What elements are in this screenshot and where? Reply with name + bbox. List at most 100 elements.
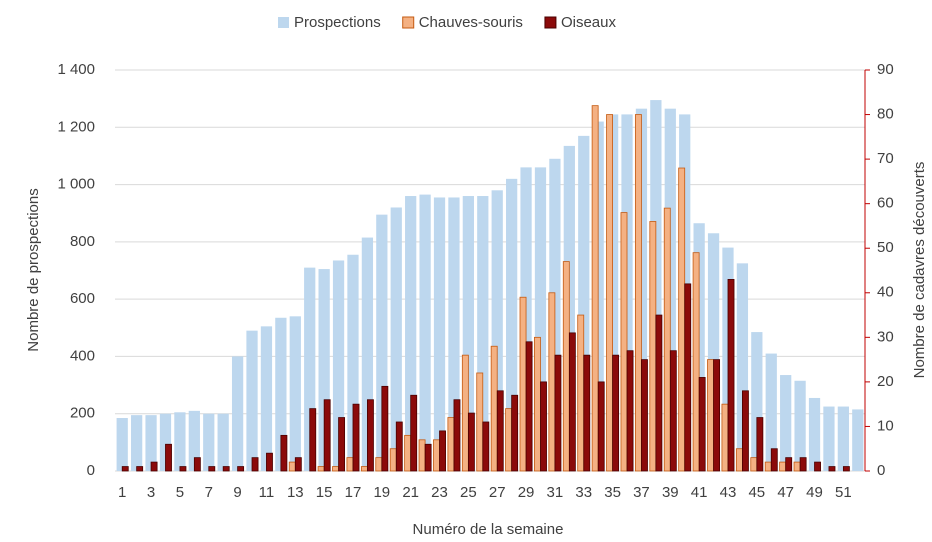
bar <box>174 412 186 471</box>
bar <box>159 413 172 471</box>
bar <box>116 418 128 471</box>
x-tick-label: 9 <box>233 484 241 501</box>
bar <box>655 314 663 472</box>
bar <box>462 196 474 471</box>
y-tick-label: 1 200 <box>57 118 95 135</box>
bar <box>136 466 144 472</box>
bar <box>439 430 446 472</box>
x-tick-label: 31 <box>547 484 564 501</box>
bar <box>375 457 383 472</box>
bar <box>779 461 787 472</box>
bar <box>395 421 403 472</box>
x-tick-label: 17 <box>345 484 362 501</box>
y2-tick-label: 70 <box>877 150 894 167</box>
y2-tick-label: 60 <box>877 195 894 212</box>
bar <box>165 443 172 472</box>
x-tick-label: 51 <box>835 484 852 501</box>
x-tick-label: 37 <box>633 484 650 501</box>
bar <box>577 314 585 472</box>
bar <box>562 261 570 472</box>
legend-swatch <box>278 17 289 28</box>
bar <box>721 403 729 472</box>
bar <box>735 448 743 472</box>
bar <box>317 466 325 472</box>
legend-label: Oiseaux <box>561 14 617 31</box>
bar <box>193 457 201 472</box>
bar <box>231 356 244 471</box>
bar <box>346 457 354 472</box>
bar <box>304 267 316 471</box>
bar <box>332 260 345 471</box>
x-tick-label: 21 <box>402 484 419 501</box>
bar <box>591 105 599 472</box>
bar <box>482 421 490 472</box>
bar <box>410 394 418 472</box>
bar <box>727 279 735 472</box>
legend-label: Chauves-souris <box>419 14 523 31</box>
x-tick-label: 43 <box>720 484 737 501</box>
bar <box>381 385 389 472</box>
bar <box>578 135 590 471</box>
bar <box>828 466 836 472</box>
bar <box>678 167 686 472</box>
bar <box>519 296 527 472</box>
bar <box>309 408 317 472</box>
bar <box>275 317 287 471</box>
y-tick-label: 0 <box>87 462 95 479</box>
bar <box>390 207 402 471</box>
bar <box>490 345 498 472</box>
bar <box>612 354 620 472</box>
bar <box>360 466 368 472</box>
bar <box>361 237 374 471</box>
x-tick-label: 49 <box>806 484 823 501</box>
y-tick-label: 800 <box>70 233 95 250</box>
y2-tick-label: 20 <box>877 373 894 390</box>
bar <box>641 359 648 472</box>
bar <box>799 457 807 472</box>
x-tick-label: 39 <box>662 484 679 501</box>
bar <box>756 417 764 472</box>
bar <box>597 381 605 472</box>
legend-swatch <box>544 16 557 29</box>
bar <box>131 415 143 471</box>
y2-tick-label: 50 <box>877 239 894 256</box>
y2-tick-label: 40 <box>877 284 894 301</box>
x-tick-label: 29 <box>518 484 535 501</box>
x-tick-label: 1 <box>118 484 126 501</box>
y-axis-title: Nombre de prospections <box>25 188 42 351</box>
x-tick-label: 13 <box>287 484 304 501</box>
bar <box>419 194 431 471</box>
bar <box>208 466 216 472</box>
bar <box>367 399 374 472</box>
bar <box>150 461 158 472</box>
bar <box>477 196 489 471</box>
bar <box>433 197 446 472</box>
bar <box>280 434 288 472</box>
bar <box>669 350 677 472</box>
bar <box>742 390 749 472</box>
bar <box>217 413 229 471</box>
bar <box>506 178 518 472</box>
bar <box>294 457 302 472</box>
bar <box>347 254 359 471</box>
bar <box>404 434 412 472</box>
bar <box>765 353 777 471</box>
bar <box>246 330 258 471</box>
bar <box>203 413 215 471</box>
x-tick-label: 5 <box>176 484 184 501</box>
x-tick-label: 3 <box>147 484 155 501</box>
bar <box>534 167 547 471</box>
x-tick-label: 27 <box>489 484 506 501</box>
bar <box>448 197 460 472</box>
x-tick-label: 15 <box>316 484 333 501</box>
bar <box>222 466 230 472</box>
y2-tick-label: 10 <box>877 417 894 434</box>
x-tick-label: 23 <box>431 484 448 501</box>
bar <box>649 221 657 472</box>
bar <box>663 207 671 472</box>
y2-tick-label: 80 <box>877 106 894 123</box>
bar <box>453 399 461 472</box>
bar <box>352 403 360 472</box>
bar <box>750 457 758 472</box>
